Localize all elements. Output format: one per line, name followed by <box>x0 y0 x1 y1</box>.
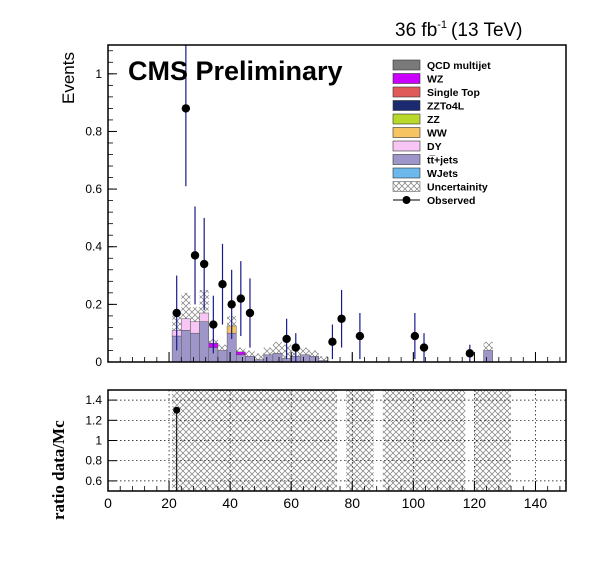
observed-point <box>209 320 218 329</box>
main-plot-panel: 0 0.2 0.4 0.6 0.8 1 CMS Preliminary Events QC… <box>59 44 567 369</box>
stack-bar-ttjets <box>235 354 246 363</box>
x-tick-label: 0 <box>104 495 112 511</box>
uncertainty-bin <box>272 341 283 362</box>
stack-bar-ttjets <box>190 332 200 363</box>
legend-label: WZ <box>427 74 444 86</box>
x-tick-label: 20 <box>161 495 177 511</box>
stack-bar-wz <box>235 351 246 356</box>
x-tick-label: 140 <box>524 495 548 511</box>
stack-bar-ttjets <box>217 350 228 363</box>
legend-label: ZZTo4L <box>427 101 465 113</box>
legend-swatch <box>392 154 421 165</box>
ratio-grid <box>108 390 566 491</box>
ratio-y-axis-label: ratio data/Mc <box>49 420 68 520</box>
legend-label: Uncertainity <box>427 182 488 194</box>
x-tick-label: 60 <box>283 495 299 511</box>
x-tick-label: 80 <box>344 495 360 511</box>
y-tick-label: 0.8 <box>85 124 102 138</box>
legend-label: ZZ <box>427 114 440 126</box>
legend-label: Single Top <box>427 87 480 99</box>
y-tick-label: 0.6 <box>85 182 102 196</box>
observed-point <box>328 337 337 347</box>
legend-swatch-hatch <box>392 181 421 192</box>
y-tick-label: 0.4 <box>85 240 102 254</box>
uncertainty-bin <box>318 356 328 362</box>
stack-bar-ttjets <box>272 353 283 363</box>
ratio-y-tick-label: 1 <box>95 434 102 448</box>
y-axis-label: Events <box>59 52 78 104</box>
observed-point <box>199 259 209 269</box>
chart-title: CMS Preliminary <box>128 56 343 86</box>
observed-point <box>236 294 246 303</box>
stack-bar-ttjets <box>181 330 191 363</box>
observed-point <box>172 308 181 318</box>
y-tick-label: 0 <box>95 355 102 369</box>
observed-point <box>355 331 365 341</box>
ratio-plot-panel: 0.6 0.8 1 1.2 1.4 0 20 40 60 80 100 120 140 ratio da… <box>49 389 567 520</box>
observed-point <box>282 334 291 344</box>
ratio-axes: 0.6 0.8 1 1.2 1.4 0 20 40 60 80 100 120 140 <box>85 393 561 511</box>
x-tick-label: 40 <box>222 495 238 511</box>
stack-bar-dy <box>199 312 210 322</box>
y-tick-label: 1 <box>95 67 102 81</box>
stack-bar-ttjets <box>483 350 493 363</box>
stack-bar-ttjets <box>263 354 274 363</box>
stack-bar-dy <box>190 321 200 334</box>
observed-point <box>465 349 475 358</box>
ratio-point <box>173 406 181 414</box>
main-plot-frame <box>107 44 567 363</box>
legend-swatch <box>392 167 421 179</box>
ratio-points <box>173 406 181 491</box>
legend-marker <box>402 196 411 204</box>
stack-bar-ttjets <box>199 321 210 363</box>
stack-bar-dy <box>181 318 191 331</box>
legend-label: WW <box>427 128 447 140</box>
observed-point <box>419 343 429 352</box>
observed-point <box>181 104 191 113</box>
legend-swatch <box>392 59 421 71</box>
ratio-y-tick-label: 0.6 <box>85 474 102 488</box>
observed-point <box>291 343 300 352</box>
ratio-band-segment <box>172 390 337 491</box>
observed-point <box>227 300 236 309</box>
ratio-band-segment <box>346 390 374 491</box>
observed-point <box>190 251 200 260</box>
legend-swatch <box>392 73 421 84</box>
stack-bar-ttjets <box>245 355 255 363</box>
observed-point <box>337 314 346 323</box>
legend-label: Observed <box>427 195 475 207</box>
ratio-y-tick-label: 0.8 <box>85 454 102 468</box>
legend-label: DY <box>427 141 442 153</box>
ratio-y-tick-label: 1.4 <box>85 393 102 407</box>
x-tick-label: 120 <box>463 495 487 511</box>
legend-label: tt̅+jets <box>427 155 458 167</box>
stack-bar-ttjets <box>300 354 310 363</box>
legend-swatch <box>392 140 421 152</box>
observed-layer <box>172 45 475 362</box>
x-tick-label: 100 <box>402 495 426 511</box>
observed-point <box>245 308 255 318</box>
uncertainty-bin <box>254 353 264 362</box>
legend-swatch <box>392 100 421 111</box>
lumi-label: 36 fb-1 (13 TeV) <box>395 19 523 41</box>
legend-swatch <box>392 113 421 125</box>
legend-swatch <box>392 127 421 138</box>
legend-swatch <box>392 86 421 98</box>
ratio-y-tick-label: 1.2 <box>85 413 102 427</box>
observed-point <box>218 279 227 289</box>
y-tick-label: 0.2 <box>85 297 102 311</box>
main-axes: 0 0.2 0.4 0.6 0.8 1 <box>85 50 561 369</box>
legend-label: WJets <box>427 168 458 180</box>
observed-point <box>410 331 420 341</box>
legend-label: QCD multijet <box>427 60 491 72</box>
stack-bar-ttjets <box>309 355 319 363</box>
